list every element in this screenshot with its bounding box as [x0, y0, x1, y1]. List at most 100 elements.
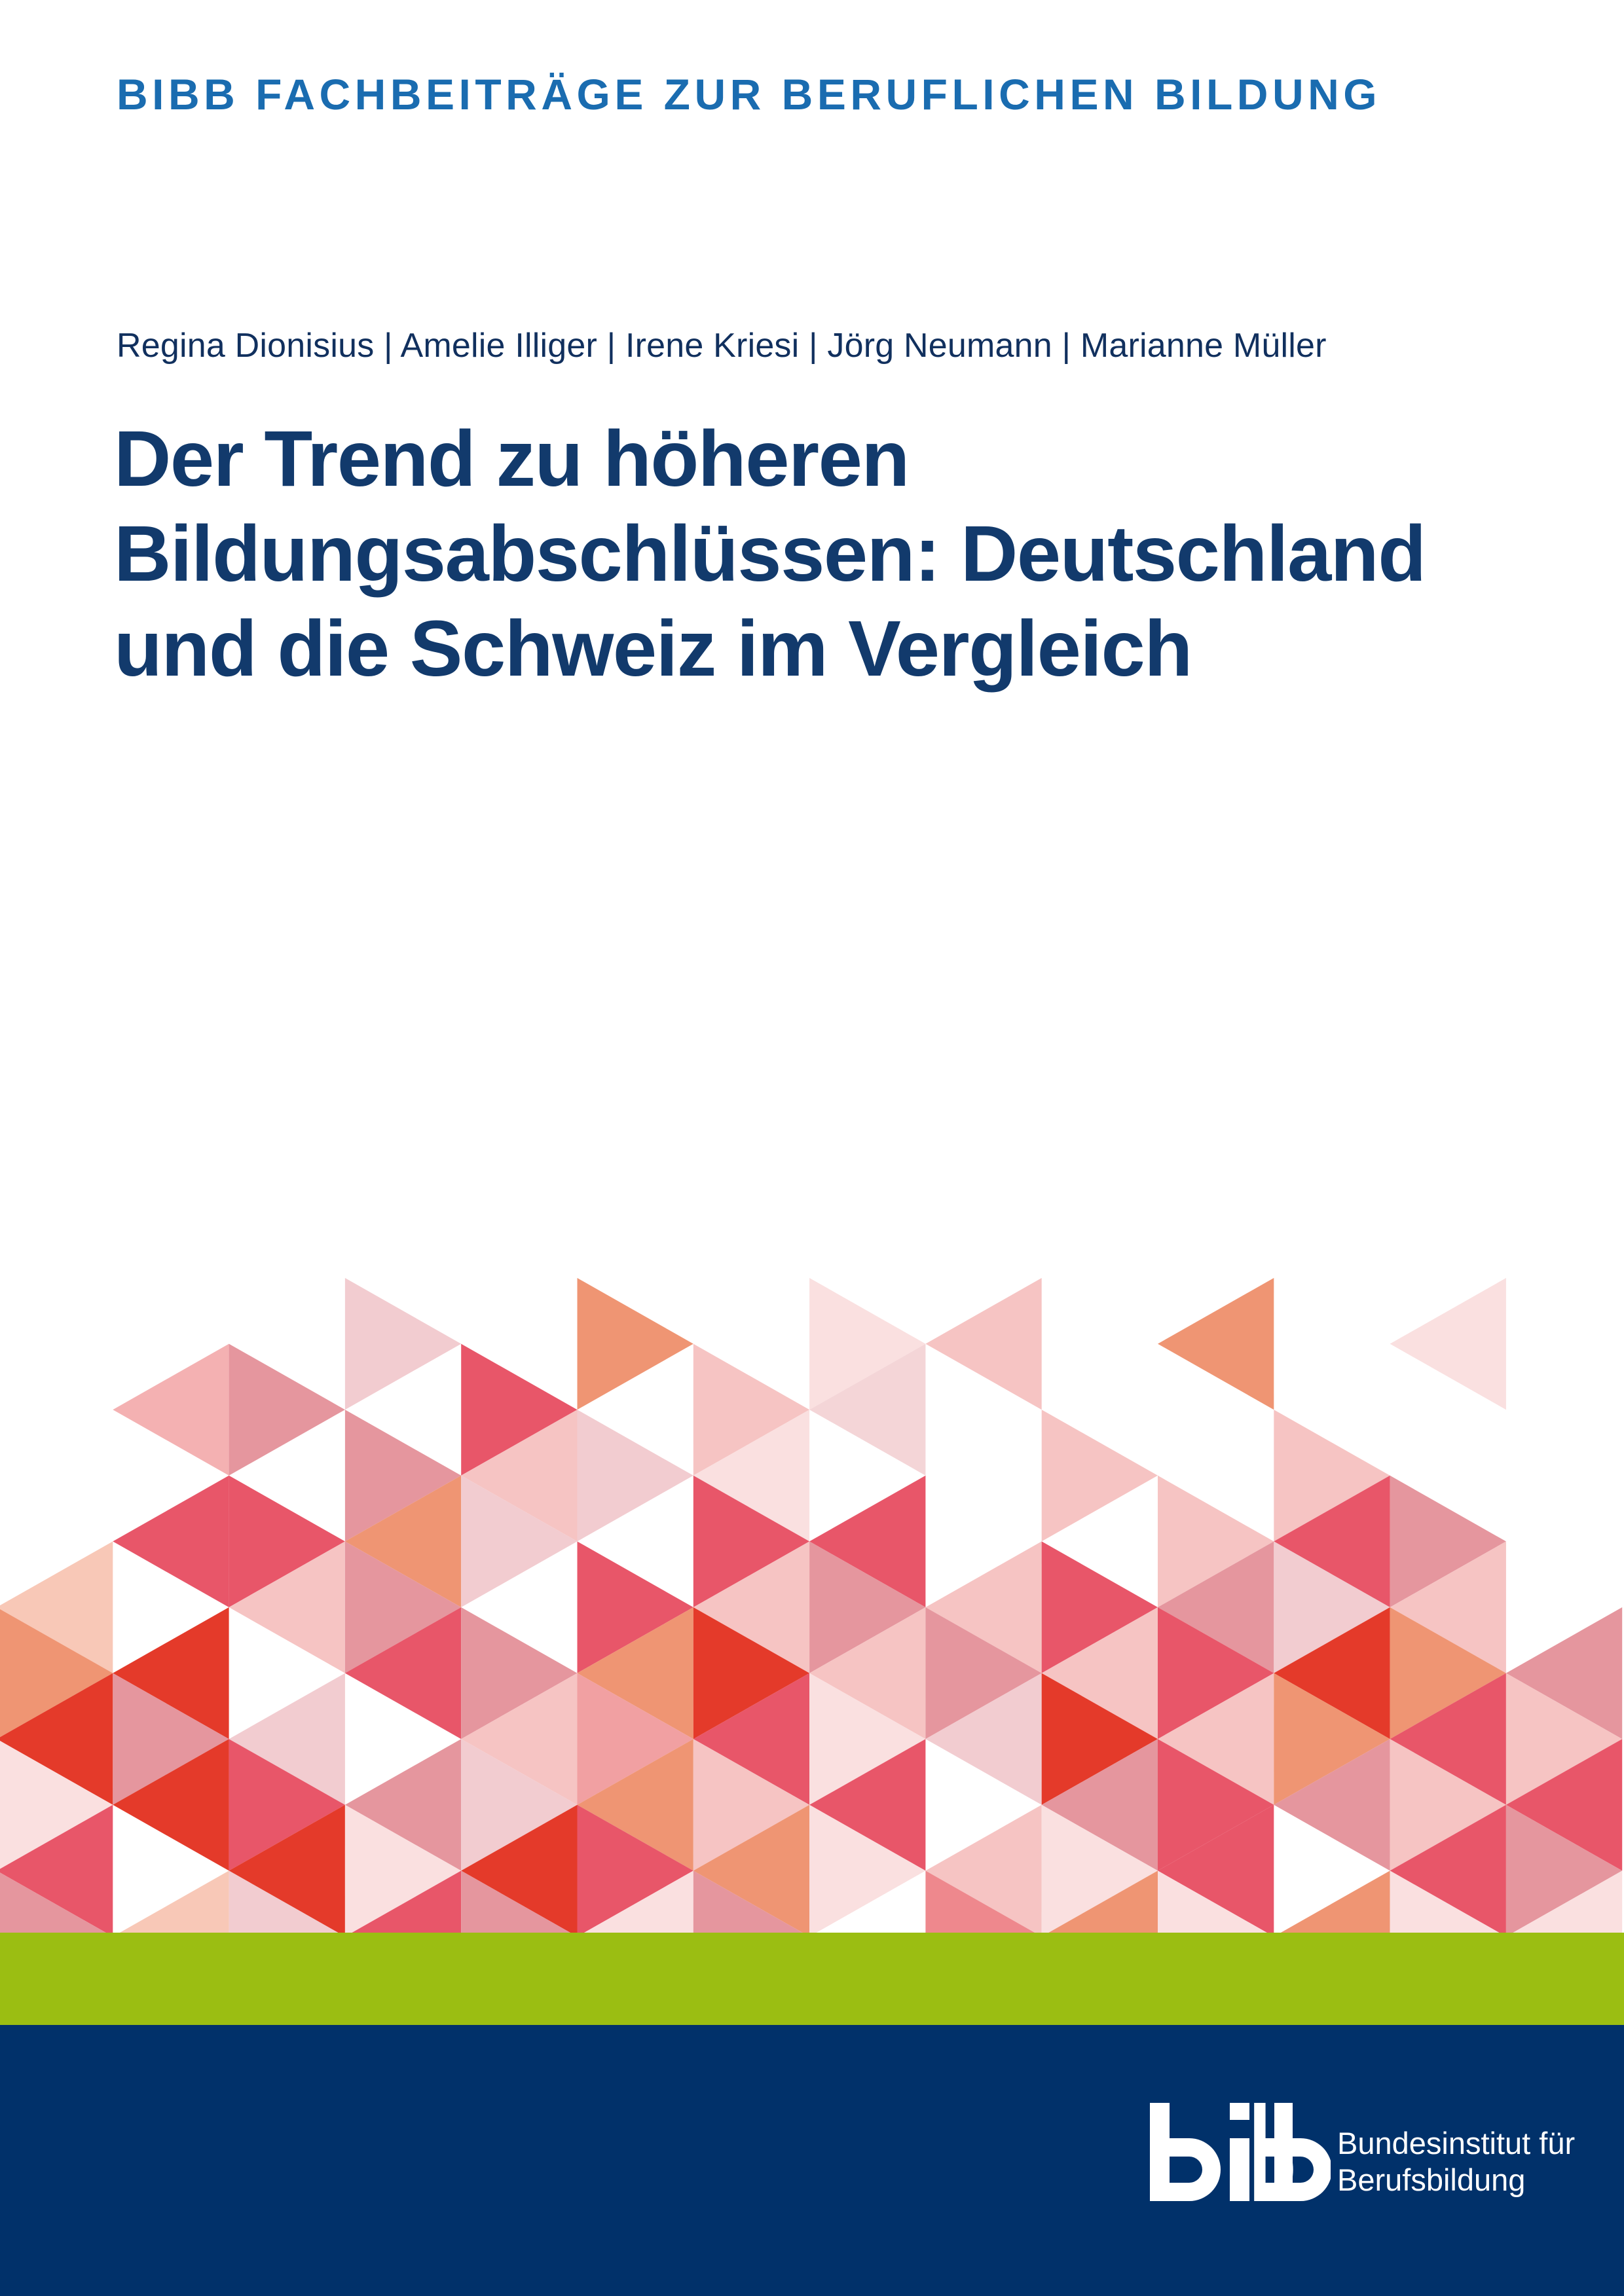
pattern-triangle — [344, 1607, 462, 1740]
pattern-triangle — [1274, 1475, 1390, 1607]
pattern-triangle — [1158, 1739, 1274, 1871]
title-line: Der Trend zu höheren — [114, 414, 910, 503]
pattern-triangle — [1513, 1870, 1623, 1933]
pattern-triangle — [1390, 1739, 1506, 1871]
pattern-triangle — [577, 1541, 693, 1673]
pattern-triangle — [577, 1607, 693, 1740]
bibb-logo: bibb — [1150, 2103, 1331, 2201]
pattern-triangle — [113, 1475, 229, 1607]
pattern-triangle — [461, 1870, 570, 1933]
pattern-triangle — [461, 1343, 578, 1476]
pattern-triangle — [693, 1607, 810, 1740]
pattern-triangle — [344, 1739, 462, 1871]
pattern-triangle — [1041, 1673, 1158, 1805]
book-title: Der Trend zu höheren Bildungsabschlüssen… — [114, 411, 1426, 696]
title-line: und die Schweiz im Vergleich — [114, 604, 1192, 693]
pattern-triangle — [925, 1804, 1042, 1933]
pattern-triangle — [1390, 1475, 1506, 1607]
pattern-triangle — [693, 1343, 810, 1476]
pattern-triangle — [1158, 1475, 1274, 1607]
series-title: BIBB FACHBEITRÄGE ZUR BERUFLICHEN BILDUN… — [117, 70, 1382, 118]
pattern-triangle — [229, 1804, 345, 1933]
pattern-triangle — [1274, 1673, 1390, 1805]
pattern-triangle — [344, 1278, 462, 1410]
pattern-triangle — [113, 1607, 229, 1740]
pattern-triangle — [113, 1343, 229, 1476]
pattern-triangle — [577, 1804, 693, 1933]
pattern-triangle — [344, 1410, 462, 1542]
triangle-pattern — [0, 1278, 1623, 1933]
pattern-triangle — [809, 1607, 926, 1740]
pattern-triangle — [809, 1475, 926, 1607]
pattern-triangle — [693, 1804, 810, 1933]
pattern-triangle — [1390, 1804, 1506, 1933]
pattern-triangle — [229, 1541, 345, 1673]
pattern-triangle — [1505, 1607, 1623, 1740]
green-band — [0, 1933, 1624, 2025]
pattern-triangle — [1390, 1607, 1506, 1740]
pattern-triangle — [1158, 1673, 1274, 1805]
pattern-triangle — [1390, 1541, 1506, 1673]
pattern-triangle — [577, 1278, 693, 1410]
pattern-triangle — [1041, 1410, 1158, 1542]
pattern-triangle — [809, 1804, 926, 1933]
pattern-triangle — [1274, 1739, 1390, 1871]
pattern-triangle — [1274, 1541, 1390, 1673]
pattern-triangle — [925, 1673, 1042, 1805]
pattern-triangle — [461, 1739, 578, 1871]
pattern-triangle — [461, 1673, 578, 1805]
pattern-triangle — [461, 1804, 578, 1933]
author-list: Regina Dionisius | Amelie Illiger | Iren… — [117, 327, 1327, 365]
pattern-triangle — [0, 1541, 113, 1673]
publisher-name-line1: Bundesinstitut für — [1337, 2126, 1576, 2160]
pattern-triangle — [1158, 1541, 1274, 1673]
pattern-triangle — [1041, 1541, 1158, 1673]
pattern-triangle — [229, 1739, 345, 1871]
pattern-triangle — [693, 1541, 810, 1673]
pattern-triangle — [0, 1673, 113, 1805]
pattern-triangle — [1505, 1804, 1623, 1933]
pattern-triangle — [1158, 1870, 1267, 1933]
pattern-triangle — [1390, 1673, 1506, 1805]
pattern-triangle — [925, 1278, 1042, 1410]
pattern-triangle — [461, 1410, 578, 1542]
footer-band — [0, 2025, 1624, 2296]
pattern-triangle — [1158, 1804, 1274, 1933]
pattern-triangle — [1158, 1607, 1274, 1740]
pattern-triangle — [809, 1739, 926, 1871]
pattern-triangle — [1048, 1870, 1158, 1933]
pattern-triangle — [577, 1410, 693, 1542]
pattern-triangle — [344, 1804, 462, 1933]
pattern-triangle — [344, 1541, 462, 1673]
pattern-triangle — [1505, 1739, 1623, 1871]
pattern-triangle — [693, 1410, 810, 1542]
pattern-triangle — [229, 1475, 345, 1607]
pattern-triangle — [0, 1804, 113, 1933]
pattern-triangle — [693, 1475, 810, 1607]
pattern-triangle — [809, 1541, 926, 1673]
pattern-triangle — [1041, 1804, 1158, 1933]
pattern-triangle — [1505, 1673, 1623, 1805]
pattern-triangle — [113, 1739, 229, 1871]
pattern-triangle — [229, 1343, 345, 1476]
pattern-triangle — [113, 1673, 229, 1805]
pattern-triangle — [119, 1870, 229, 1933]
publisher-name-line2: Berufsbildung — [1337, 2162, 1526, 2197]
pattern-triangle — [577, 1673, 693, 1805]
pattern-triangle — [1280, 1870, 1390, 1933]
pattern-triangle — [461, 1607, 578, 1740]
pattern-triangle — [693, 1739, 810, 1871]
pattern-triangle — [1274, 1410, 1390, 1542]
title-line: Bildungsabschlüssen: Deutschland — [114, 509, 1426, 598]
pattern-triangle — [1390, 1278, 1506, 1410]
pattern-triangle — [352, 1870, 462, 1933]
pattern-triangle — [809, 1673, 926, 1805]
pattern-triangle — [1158, 1278, 1274, 1410]
pattern-triangle — [1041, 1607, 1158, 1740]
pattern-triangle — [925, 1541, 1042, 1673]
pattern-triangle — [229, 1673, 345, 1805]
publisher-name: Bundesinstitut für Berufsbildung — [1337, 2125, 1575, 2198]
pattern-triangle — [344, 1475, 462, 1607]
pattern-triangle — [693, 1673, 810, 1805]
pattern-triangle — [1274, 1607, 1390, 1740]
